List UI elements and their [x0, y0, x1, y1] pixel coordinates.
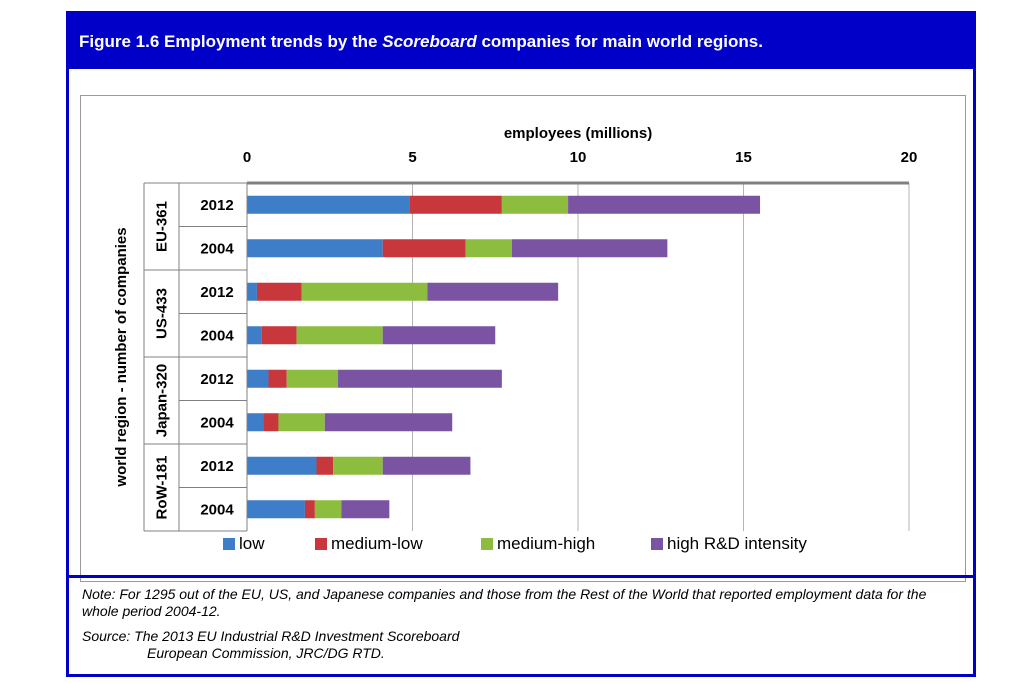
year-label: 2012 — [200, 371, 233, 388]
year-label: 2004 — [200, 327, 234, 344]
bar-segment-low — [247, 500, 305, 519]
bar-segment-medium-low — [256, 282, 302, 301]
group-label: US-433 — [154, 288, 171, 339]
bar-segment-medium-high — [465, 239, 512, 258]
bar-segment-medium-high — [501, 195, 569, 214]
group-label: EU-361 — [154, 201, 171, 252]
notes-divider — [69, 575, 973, 578]
bar-segment-medium-high — [333, 456, 383, 475]
x-axis-title: employees (millions) — [504, 125, 652, 142]
bar-segment-low — [247, 413, 264, 432]
bar-segment-high-r-d-intensity — [568, 195, 761, 214]
bar-segment-high-r-d-intensity — [338, 369, 502, 388]
year-label: 2012 — [200, 458, 233, 475]
figure-frame: Figure 1.6 Employment trends by the Scor… — [66, 11, 976, 677]
year-label: 2004 — [200, 240, 234, 257]
chart-area: employees (millions) 0 5 10 15 20 EU-361 2012 20… — [80, 95, 966, 582]
source-line-1: Source: The 2013 EU Industrial R&D Inves… — [82, 628, 460, 644]
bar-segment-low — [247, 239, 383, 258]
bar-segment-medium-low — [382, 239, 466, 258]
legend-swatch — [315, 538, 327, 550]
x-tick-label: 5 — [408, 149, 416, 166]
bar-segment-high-r-d-intensity — [382, 326, 496, 345]
bar-segment-high-r-d-intensity — [511, 239, 668, 258]
bar-segment-medium-high — [301, 282, 428, 301]
source-line-2: European Commission, JRC/DG RTD. — [147, 645, 385, 661]
x-tick-label: 20 — [901, 149, 918, 166]
bar-segment-medium-high — [278, 413, 325, 432]
bar-segment-low — [247, 369, 269, 388]
x-tick-label: 0 — [243, 149, 251, 166]
bar-segment-medium-high — [286, 369, 339, 388]
bar-segment-medium-high — [296, 326, 383, 345]
note-text: Note: For 1295 out of the EU, US, and Ja… — [82, 586, 927, 619]
year-label: 2012 — [200, 197, 233, 214]
bar-segment-high-r-d-intensity — [382, 456, 471, 475]
bar-segment-medium-low — [263, 413, 279, 432]
x-tick-label: 15 — [735, 149, 752, 166]
bar-segment-medium-low — [268, 369, 287, 388]
year-label: 2012 — [200, 284, 233, 301]
group-label: RoW-181 — [154, 456, 171, 520]
bar-segment-high-r-d-intensity — [341, 500, 390, 519]
source-text: Source: The 2013 EU Industrial R&D Inves… — [82, 628, 962, 662]
legend-swatch — [223, 538, 235, 550]
stacked-bar-chart: employees (millions) 0 5 10 15 20 EU-361 2012 20… — [113, 125, 918, 553]
year-label: 2004 — [200, 414, 234, 431]
legend-label: low — [239, 534, 265, 553]
bar-segment-high-r-d-intensity — [427, 282, 559, 301]
group-label: Japan-320 — [154, 364, 171, 437]
bar-segment-high-r-d-intensity — [324, 413, 453, 432]
bar-segment-medium-low — [261, 326, 297, 345]
legend-label: medium-low — [331, 534, 423, 553]
bar-segment-medium-low — [409, 195, 502, 214]
bar-segment-medium-low — [304, 500, 315, 519]
legend-label: medium-high — [497, 534, 595, 553]
figure-notes: Note: For 1295 out of the EU, US, and Ja… — [82, 586, 962, 670]
bar-segment-low — [247, 326, 262, 345]
bar-segment-low — [247, 456, 317, 475]
bar-segment-low — [247, 195, 410, 214]
bar-segment-medium-high — [314, 500, 342, 519]
legend-swatch — [481, 538, 493, 550]
legend-label: high R&D intensity — [667, 534, 807, 553]
figure-title: Figure 1.6 Employment trends by the Scor… — [69, 14, 973, 69]
x-tick-label: 10 — [570, 149, 587, 166]
legend-swatch — [651, 538, 663, 550]
bar-segment-low — [247, 282, 257, 301]
y-axis-title: world region - number of companies — [113, 227, 130, 487]
year-label: 2004 — [200, 501, 234, 518]
bar-segment-medium-low — [316, 456, 334, 475]
